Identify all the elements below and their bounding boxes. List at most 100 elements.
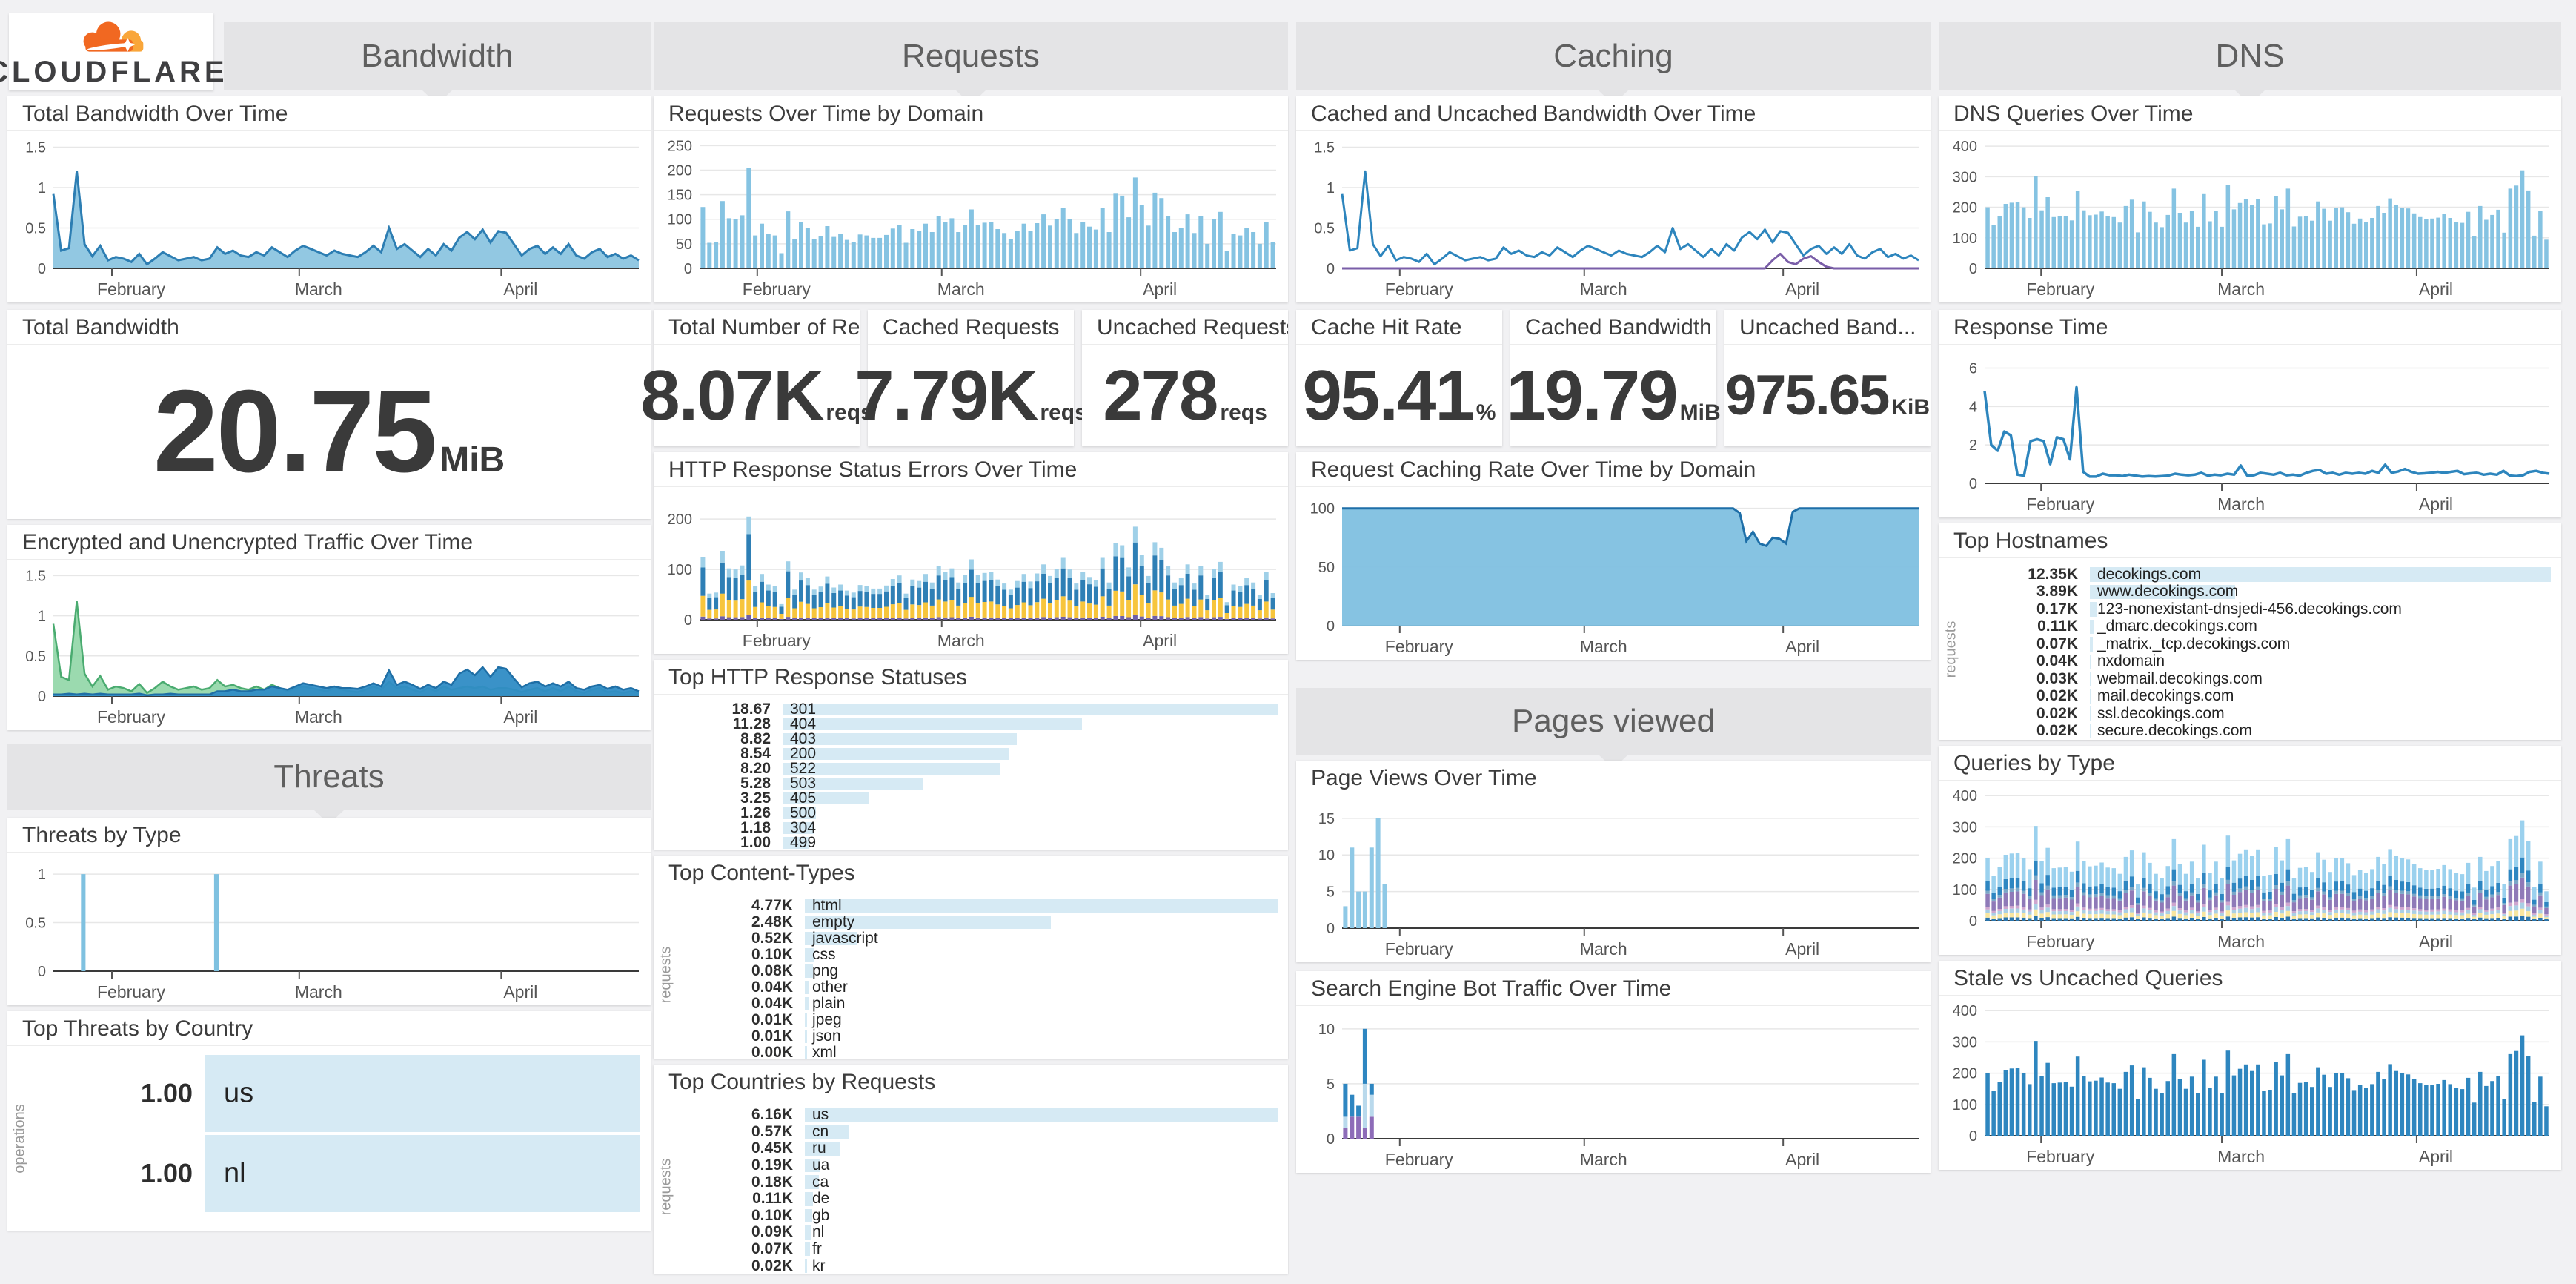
stat-unit: reqs — [1040, 400, 1087, 425]
hbar-value: 0.11K — [2037, 618, 2078, 635]
svg-text:April: April — [2419, 494, 2453, 514]
hbar-row: 3.89K www.decokings.com — [1968, 583, 2551, 601]
hbar-value: 8.82 — [740, 730, 771, 747]
svg-text:1: 1 — [38, 867, 46, 883]
cloudflare-wordmark: CLOUDFLARE® — [0, 56, 236, 88]
svg-text:April: April — [503, 707, 537, 727]
svg-text:April: April — [503, 982, 537, 1002]
hbar-track: json — [805, 1027, 1278, 1045]
hbar-label: webmail.decokings.com — [2097, 669, 2263, 687]
svg-text:100: 100 — [1310, 501, 1335, 517]
hbar-value: 0.02K — [751, 1257, 793, 1274]
section-header-dns[interactable]: DNS — [1939, 22, 2561, 105]
page-views-chart: 0 5 10 15 February March April — [1296, 795, 1931, 962]
hbar-fill — [2090, 654, 2092, 669]
section-header-requests[interactable]: Requests — [654, 22, 1288, 105]
section-header-pages-viewed[interactable]: Pages viewed — [1296, 688, 1931, 769]
hbar-track: nxdomain — [2090, 652, 2551, 669]
hbar-label: mail.decokings.com — [2097, 687, 2234, 705]
hbar-row: 0.02K mail.decokings.com — [1968, 687, 2551, 706]
hbar-row: 0.10K gb — [683, 1207, 1278, 1225]
panel-total-bandwidth: Total Bandwidth 20.75 MiB — [7, 310, 651, 519]
chart-svg: 0 2 4 6 February March April — [1969, 361, 2550, 514]
hbar-track: gb — [805, 1207, 1278, 1224]
hbar-fill — [805, 1225, 812, 1240]
hbar-value: 12.35K — [2028, 565, 2078, 583]
http-errors-chart: 0 100 200 February March April — [654, 487, 1288, 654]
hbar-row: 0.00K xml — [683, 1044, 1278, 1061]
hbar-value: 0.07K — [751, 1240, 793, 1258]
stat-unit: % — [1475, 400, 1496, 425]
panel-encrypted-traffic: Encrypted and Unencrypted Traffic Over T… — [7, 525, 651, 730]
hbar-row: 1.00 499 — [661, 834, 1278, 851]
hbar-track: ssl.decokings.com — [2090, 705, 2551, 722]
response-time-chart: 0 2 4 6 February March April — [1939, 345, 2561, 517]
hbar-row: 0.02K kr — [683, 1257, 1278, 1274]
stat-number: 7.79K — [854, 355, 1038, 435]
panel-dns-queries: DNS Queries Over Time 0 100 200 300 400 Febru… — [1939, 96, 2561, 302]
svg-text:February: February — [743, 279, 811, 299]
hbar-value: 0.19K — [751, 1156, 793, 1174]
panel-title: Top Content-Types — [654, 856, 1288, 890]
hbar-track: mail.decokings.com — [2090, 687, 2551, 705]
hbar-row: 1.00 nl — [37, 1134, 640, 1214]
panel-title: Uncached Requests — [1082, 310, 1288, 345]
total-bandwidth-over-time-chart: 0 0.5 1 1.5 February March April — [7, 131, 651, 302]
cloudflare-logo[interactable]: CLOUDFLARE® — [0, 13, 236, 90]
svg-text:April: April — [2419, 279, 2453, 299]
hbar-label: 304 — [790, 819, 817, 836]
svg-text:300: 300 — [1953, 1034, 1977, 1050]
section-title: Requests — [902, 38, 1040, 74]
stat-unit: reqs — [826, 400, 873, 425]
svg-text:March: March — [1580, 279, 1627, 299]
section-header-caching[interactable]: Caching — [1296, 22, 1931, 105]
svg-text:0: 0 — [1969, 1128, 1977, 1145]
svg-text:15: 15 — [1318, 811, 1335, 827]
panel-title: Cached and Uncached Bandwidth Over Time — [1296, 96, 1931, 131]
svg-text:February: February — [97, 707, 166, 727]
hbar-fill — [2090, 706, 2092, 721]
hbar-label: 123-nonexistant-dnsjedi-456.decokings.co… — [2097, 600, 2402, 618]
stat-number: 975.65 — [1724, 364, 1890, 427]
hbar-track: empty — [805, 913, 1278, 930]
hbar-row: 0.11K _dmarc.decokings.com — [1968, 618, 2551, 636]
svg-text:February: February — [1385, 279, 1454, 299]
hbar-value: 0.04K — [751, 995, 793, 1012]
hbar-label: 503 — [790, 775, 817, 792]
hbar-fill — [805, 1175, 819, 1189]
hbar-track: www.decokings.com — [2090, 583, 2551, 600]
hbar-label: ru — [812, 1139, 826, 1157]
svg-text:March: March — [2217, 279, 2265, 299]
hbar-label: plain — [812, 995, 846, 1012]
hbar-row: 6.16K us — [683, 1106, 1278, 1124]
svg-text:March: March — [2217, 494, 2265, 514]
section-header-bandwidth[interactable]: Bandwidth — [224, 22, 651, 105]
hbar-row: 0.04K plain — [683, 995, 1278, 1012]
chart-svg: 0 100 200 300 400 February March April — [1953, 139, 2549, 299]
hbar-value: 0.18K — [751, 1173, 793, 1191]
hbar-value: 0.08K — [751, 962, 793, 979]
hbar-row: 2.48K empty — [683, 913, 1278, 930]
hbar-track: plain — [805, 995, 1278, 1012]
hbar-value: 1.26 — [740, 804, 771, 821]
hbar-track: 500 — [783, 804, 1278, 821]
hbar-row: 0.10K css — [683, 946, 1278, 963]
stat-unit: MiB — [1679, 400, 1721, 425]
panel-top-statuses: Top HTTP Response Statuses 18.67 301 11.28… — [654, 660, 1288, 851]
svg-text:0.5: 0.5 — [25, 916, 46, 932]
svg-text:400: 400 — [1953, 139, 1977, 155]
hbar-fill — [2090, 672, 2092, 686]
svg-text:300: 300 — [1953, 169, 1977, 185]
hbar-fill — [783, 837, 809, 849]
hbar-value: 0.01K — [751, 1027, 793, 1045]
column-bandwidth: CLOUDFLARE® Bandwidth Total Bandwidth Ov… — [0, 0, 651, 1284]
svg-text:April: April — [1785, 1150, 1819, 1169]
hbar-label: xml — [812, 1044, 837, 1061]
hbar-value: 11.28 — [732, 715, 771, 732]
svg-text:March: March — [2217, 1147, 2265, 1166]
section-header-threats[interactable]: Threats — [7, 744, 651, 824]
svg-text:April: April — [503, 279, 537, 299]
hbar-value: 1.00 — [140, 1078, 193, 1108]
hbar-value: 0.45K — [751, 1139, 793, 1157]
svg-text:April: April — [1785, 939, 1819, 959]
